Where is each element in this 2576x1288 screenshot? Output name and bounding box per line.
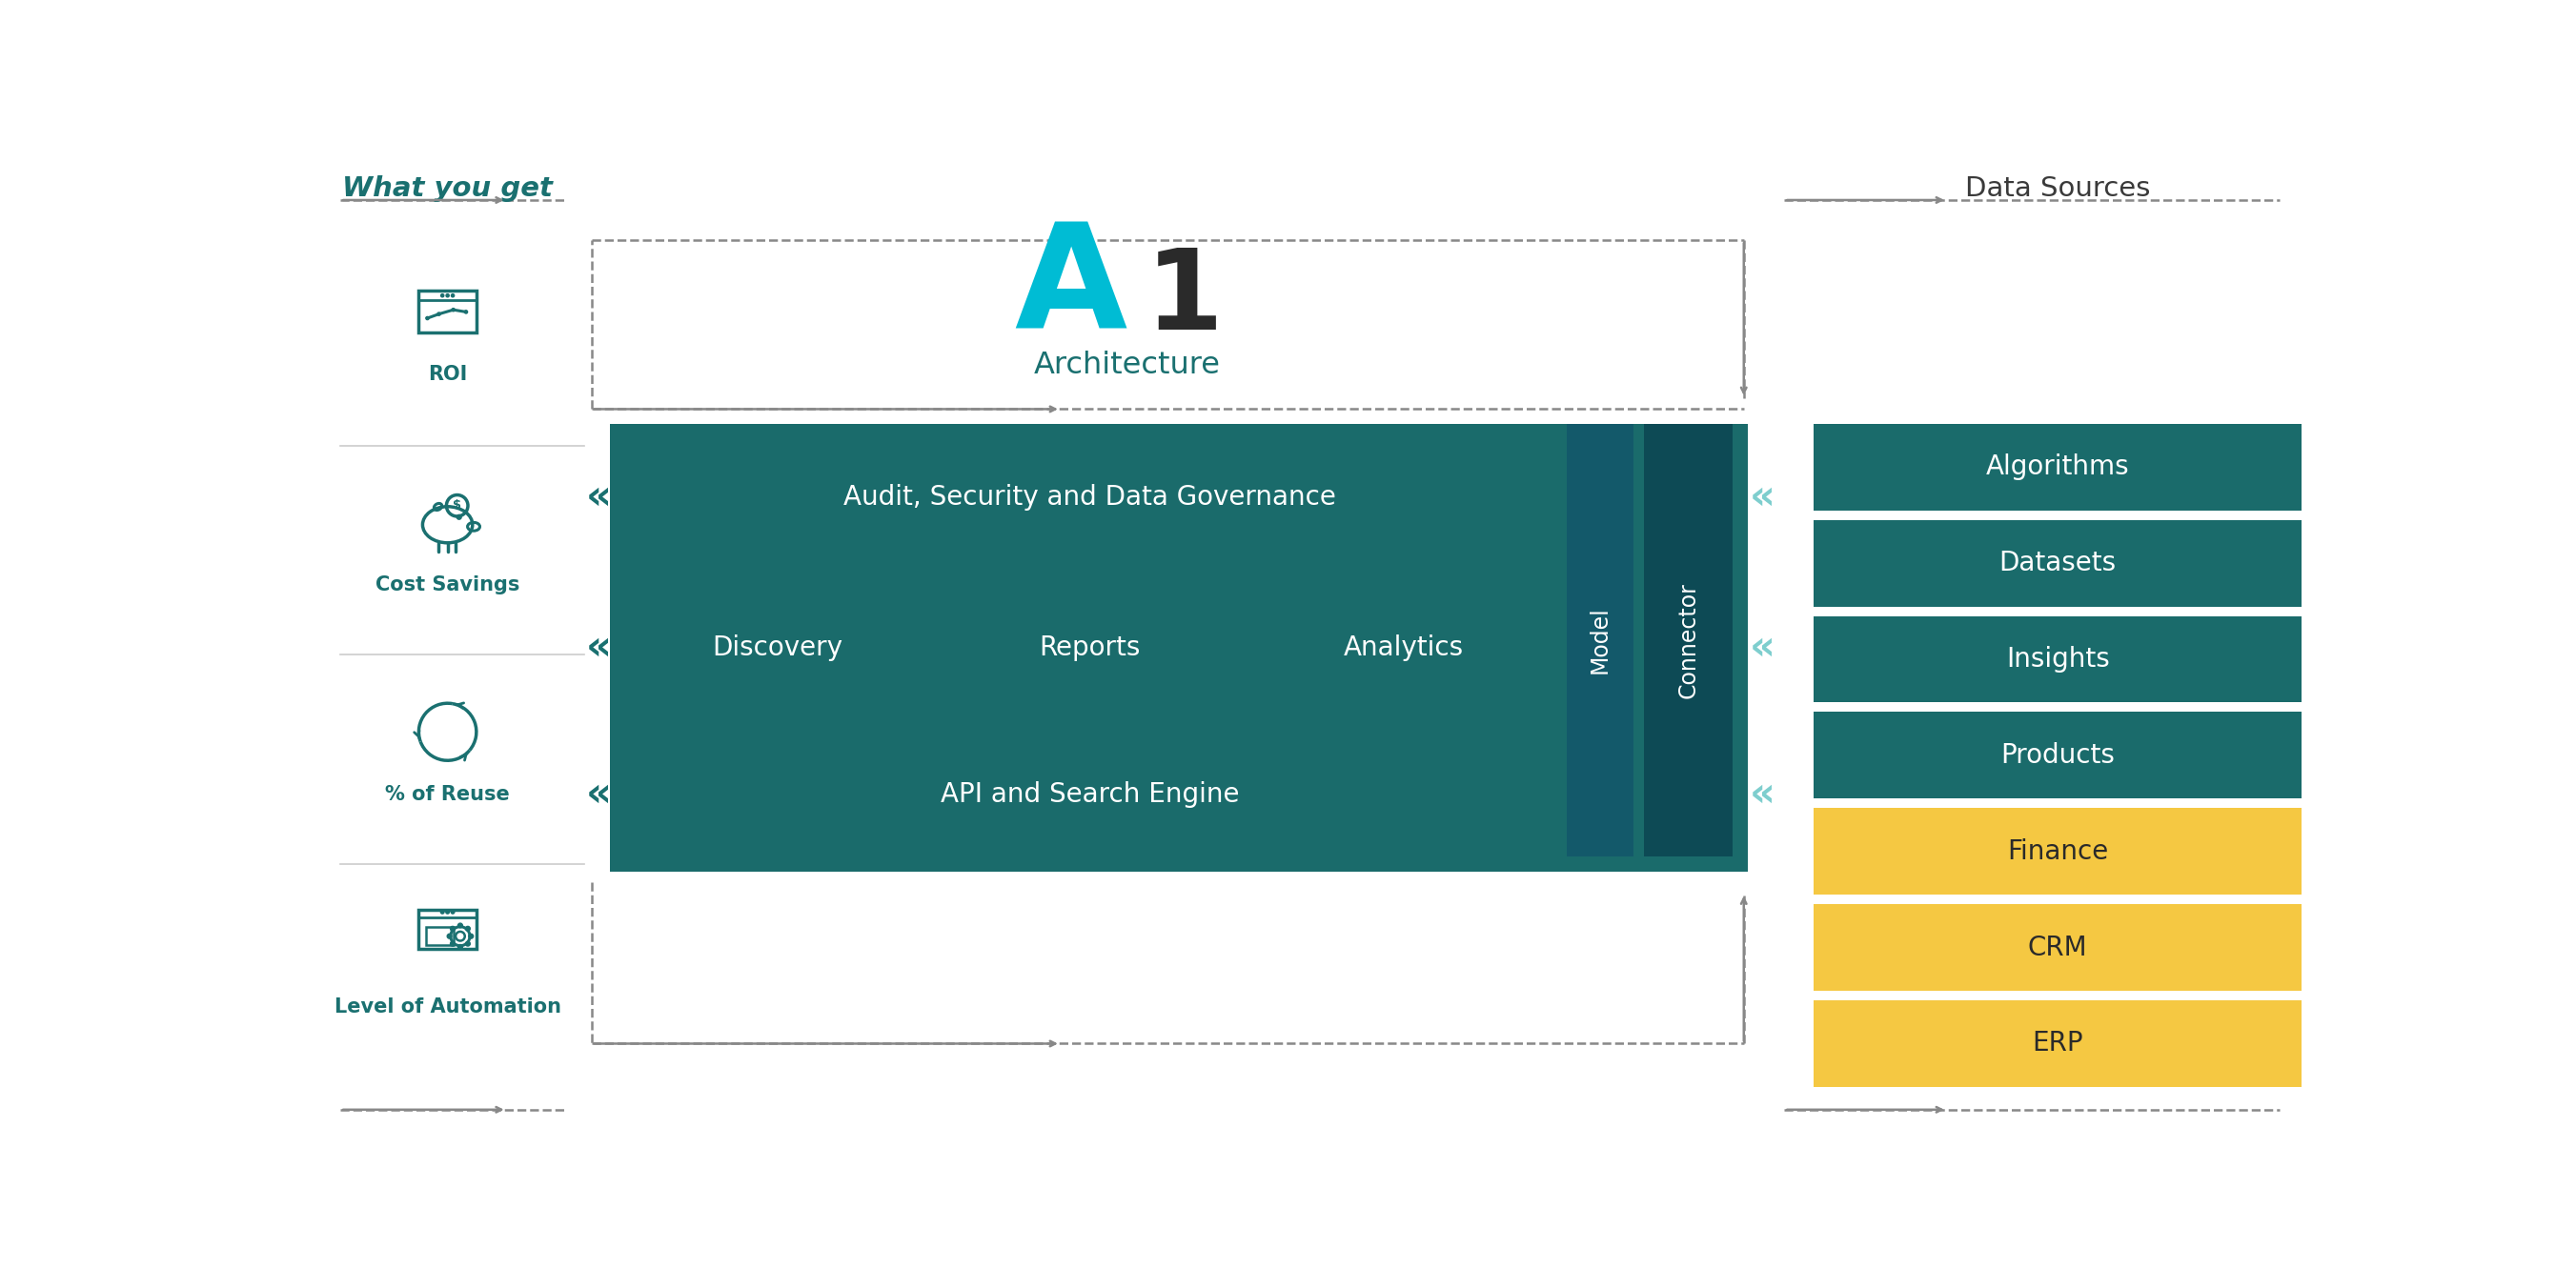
Text: Level of Automation: Level of Automation — [335, 997, 562, 1016]
Circle shape — [438, 313, 440, 316]
Text: Algorithms: Algorithms — [1986, 453, 2130, 480]
Text: Audit, Security and Data Governance: Audit, Security and Data Governance — [845, 484, 1337, 510]
FancyBboxPatch shape — [1814, 712, 2300, 799]
Circle shape — [469, 934, 474, 939]
FancyBboxPatch shape — [1814, 904, 2300, 990]
Circle shape — [466, 926, 471, 931]
Text: % of Reuse: % of Reuse — [386, 784, 510, 804]
Circle shape — [466, 942, 471, 947]
FancyBboxPatch shape — [1566, 424, 1633, 857]
Text: «: « — [1749, 477, 1775, 518]
Text: «: « — [1749, 774, 1775, 814]
Text: A: A — [1015, 218, 1128, 359]
Circle shape — [459, 923, 464, 927]
Text: Architecture: Architecture — [1033, 350, 1221, 380]
Text: «: « — [587, 477, 611, 518]
Circle shape — [440, 911, 443, 913]
FancyBboxPatch shape — [1252, 585, 1556, 710]
Circle shape — [446, 911, 448, 913]
Circle shape — [459, 944, 464, 949]
Text: Reports: Reports — [1041, 634, 1141, 661]
Circle shape — [464, 310, 466, 313]
FancyBboxPatch shape — [1814, 616, 2300, 702]
FancyBboxPatch shape — [611, 424, 1747, 871]
Text: Datasets: Datasets — [1999, 550, 2117, 577]
FancyBboxPatch shape — [1643, 424, 1734, 857]
FancyBboxPatch shape — [1814, 424, 2300, 510]
Text: Data Sources: Data Sources — [1965, 175, 2151, 202]
Circle shape — [451, 942, 456, 947]
FancyBboxPatch shape — [626, 585, 930, 710]
Text: CRM: CRM — [2027, 934, 2087, 961]
Text: Analytics: Analytics — [1342, 634, 1463, 661]
Text: Finance: Finance — [2007, 838, 2107, 864]
Text: Cost Savings: Cost Savings — [376, 576, 520, 595]
Text: Model: Model — [1589, 607, 1610, 674]
Text: Discovery: Discovery — [711, 634, 842, 661]
Text: «: « — [587, 774, 611, 814]
Text: ROI: ROI — [428, 365, 466, 384]
Circle shape — [456, 515, 461, 519]
Text: ERP: ERP — [2032, 1030, 2084, 1057]
Text: Connector: Connector — [1677, 582, 1700, 698]
Circle shape — [451, 911, 453, 913]
Text: «: « — [1749, 627, 1775, 667]
Circle shape — [451, 926, 456, 931]
Text: Insights: Insights — [2007, 645, 2110, 672]
Circle shape — [440, 294, 443, 298]
FancyBboxPatch shape — [626, 732, 1556, 857]
Text: API and Search Engine: API and Search Engine — [940, 781, 1239, 808]
Text: «: « — [587, 627, 611, 667]
FancyBboxPatch shape — [938, 585, 1242, 710]
Text: What you get: What you get — [343, 175, 554, 202]
Circle shape — [425, 317, 430, 319]
Circle shape — [448, 934, 451, 939]
FancyBboxPatch shape — [626, 435, 1556, 559]
FancyBboxPatch shape — [1814, 520, 2300, 607]
FancyBboxPatch shape — [1814, 808, 2300, 895]
Circle shape — [446, 294, 448, 298]
FancyBboxPatch shape — [1814, 1001, 2300, 1087]
Text: $: $ — [453, 500, 461, 511]
Circle shape — [451, 294, 453, 298]
Text: Products: Products — [2002, 742, 2115, 769]
Text: 1: 1 — [1146, 245, 1224, 354]
Circle shape — [451, 308, 456, 312]
